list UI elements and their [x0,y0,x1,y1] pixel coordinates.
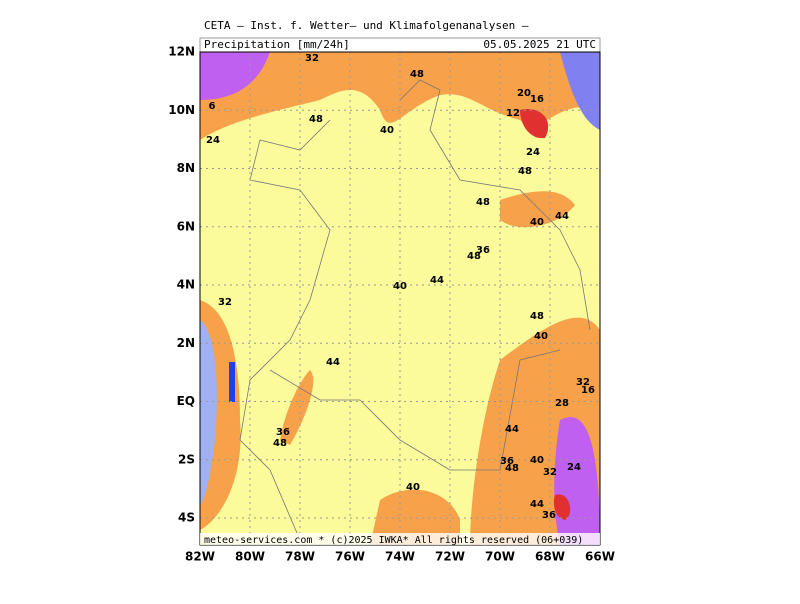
lat-label: 2N [177,336,195,350]
lon-label: 76W [335,550,365,564]
rain-area [553,494,571,520]
contour-label: 48 [273,438,287,449]
contour-label: 40 [380,125,394,136]
lon-label: 66W [585,550,615,564]
contour-label: 44 [505,424,519,435]
lon-label: 70W [485,550,515,564]
contour-label: 40 [530,455,544,466]
lon-label: 72W [435,550,465,564]
contour-label: 40 [534,331,548,342]
border [269,349,561,471]
contour-label: 44 [555,211,569,222]
contour-label: 48 [467,251,481,262]
lat-label: 2S [178,452,195,466]
contour-label: 40 [530,217,544,228]
lat-label: 12N [168,45,195,59]
title: CETA — Inst. f. Wetter— und Klimafolgena… [204,19,529,32]
rain-area [200,320,217,505]
contour-label: 48 [410,69,424,80]
field-label: Precipitation [mm/24h] [204,38,350,51]
lon-label: 78W [285,550,315,564]
contour-label: 48 [476,197,490,208]
contour-label: 6 [209,101,216,112]
rain-area [500,191,575,228]
lat-label: 4N [177,278,195,292]
contour-label: 40 [393,281,407,292]
lon-label: 74W [385,550,415,564]
contour-label: 32 [218,297,232,308]
contour-label: 32 [576,377,590,388]
contour-label: 24 [206,135,220,146]
border [399,79,591,331]
contour-label: 16 [530,94,544,105]
contour-label: 48 [530,311,544,322]
rain-area [229,362,235,402]
lon-label: 68W [535,550,565,564]
contour-label: 40 [406,482,420,493]
lon-label: 82W [185,550,215,564]
contour-label: 16 [581,385,595,396]
contour-label: 44 [430,275,444,286]
contour-label: 48 [518,166,532,177]
footer-box [200,533,600,545]
lon-label: 80W [235,550,265,564]
lat-label: 8N [177,161,195,175]
rain-area [520,109,549,139]
rain-area [370,489,460,545]
contour-label: 36 [542,510,556,521]
contour-label: 12 [506,108,520,119]
contour-label: 20 [517,88,531,99]
rain-area [200,52,270,100]
footer: meteo-services.com * (c)2025 IWKA* All r… [204,535,583,546]
contour-label: 36 [500,456,514,467]
lat-label: 10N [168,103,195,117]
contour-label: 32 [543,467,557,478]
contour-label: 48 [505,463,519,474]
valid-time: 05.05.2025 21 UTC [483,38,596,51]
contour-label: 44 [326,357,340,368]
contour-label: 36 [476,245,490,256]
contour-label: 24 [526,147,540,158]
contour-labels: 3248648201612402424484844403648444032484… [206,53,595,521]
coastline [239,119,331,541]
contour-label: 32 [305,53,319,64]
contour-label: 36 [276,427,290,438]
rain-area [280,370,314,445]
contour-label: 28 [555,398,569,409]
contour-label: 44 [530,499,544,510]
lat-label: 4S [178,511,195,525]
lat-label: EQ [177,394,195,408]
contour-label: 48 [309,114,323,125]
contour-label: 24 [567,462,581,473]
lat-label: 6N [177,219,195,233]
